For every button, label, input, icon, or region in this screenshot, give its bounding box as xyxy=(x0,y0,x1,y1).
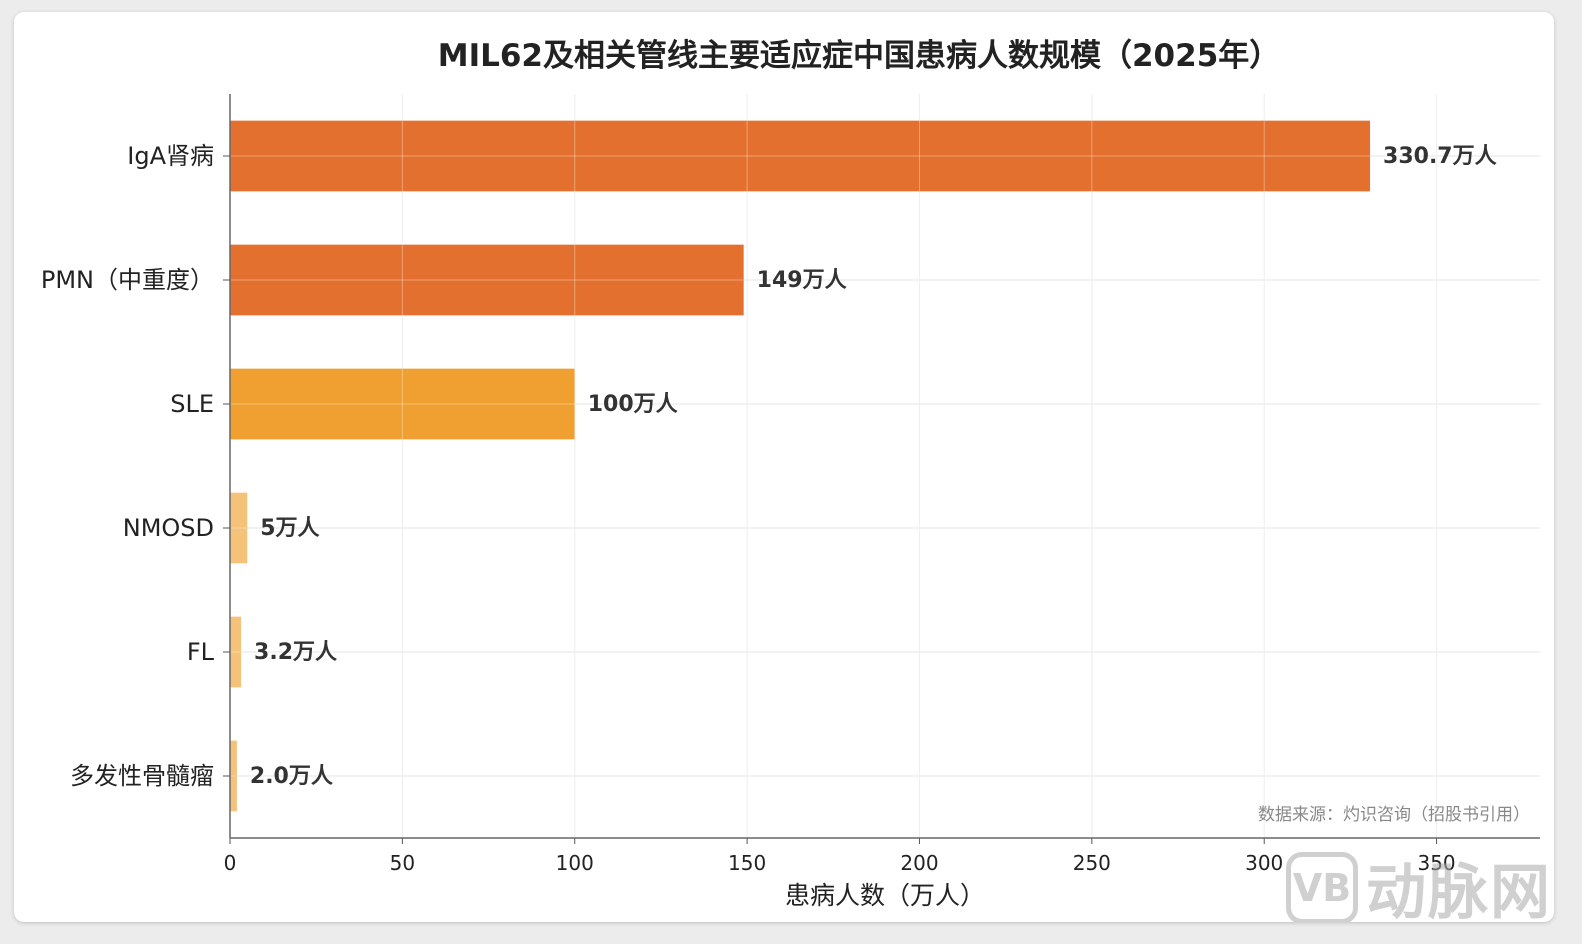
bar xyxy=(230,492,248,564)
data-label: 149万人 xyxy=(757,268,847,293)
x-tick-label: 100 xyxy=(556,851,594,875)
category-label: FL xyxy=(187,638,215,666)
watermark: VB 动脉网 xyxy=(1286,844,1552,922)
bar xyxy=(230,244,744,316)
bar xyxy=(230,120,1371,192)
x-tick-label: 0 xyxy=(224,851,237,875)
x-tick-label: 150 xyxy=(728,851,766,875)
source-note: 数据来源：灼识咨询（招股书引用） xyxy=(1258,805,1530,825)
chart-title: MIL62及相关管线主要适应症中国患病人数规模（2025年） xyxy=(437,38,1281,74)
x-tick-label: 200 xyxy=(900,851,938,875)
category-label: NMOSD xyxy=(123,514,214,542)
watermark-text: 动脉网 xyxy=(1366,858,1552,922)
x-tick-label: 50 xyxy=(390,851,415,875)
category-label: PMN（中重度） xyxy=(41,266,214,294)
category-label: 多发性骨髓瘤 xyxy=(70,762,214,790)
bar xyxy=(230,368,575,440)
x-tick-label: 300 xyxy=(1245,851,1283,875)
data-label: 5万人 xyxy=(260,516,319,541)
watermark-logo-icon: VB xyxy=(1286,851,1358,922)
category-label: SLE xyxy=(170,390,214,418)
data-label: 3.2万人 xyxy=(254,640,337,665)
x-tick-label: 250 xyxy=(1073,851,1111,875)
bar xyxy=(230,740,237,812)
data-label: 2.0万人 xyxy=(250,764,333,789)
category-label: IgA肾病 xyxy=(127,142,214,170)
data-label: 330.7万人 xyxy=(1383,144,1497,169)
data-label: 100万人 xyxy=(588,392,678,417)
x-axis-title: 患病人数（万人） xyxy=(785,881,985,910)
bar xyxy=(230,616,242,688)
chart-card: MIL62及相关管线主要适应症中国患病人数规模（2025年） 0 50 100 150… xyxy=(14,12,1554,922)
x-tick-label: 350 xyxy=(1417,851,1455,875)
bar-chart: 0 50 100 150 200 250 300 350 IgA肾病 PMN（中重度） SLE NMO… xyxy=(41,94,1540,910)
